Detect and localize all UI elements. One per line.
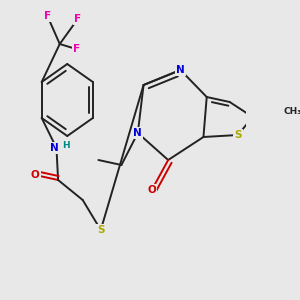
Text: O: O [147, 185, 156, 195]
Text: F: F [44, 11, 51, 21]
Text: S: S [234, 130, 242, 140]
Text: N: N [134, 128, 142, 138]
Text: O: O [31, 170, 40, 180]
Text: F: F [74, 14, 81, 24]
Text: F: F [73, 44, 80, 54]
Text: N: N [50, 143, 59, 153]
Text: S: S [97, 225, 104, 235]
Text: N: N [176, 65, 185, 75]
Text: CH₃: CH₃ [284, 107, 300, 116]
Text: H: H [62, 142, 70, 151]
